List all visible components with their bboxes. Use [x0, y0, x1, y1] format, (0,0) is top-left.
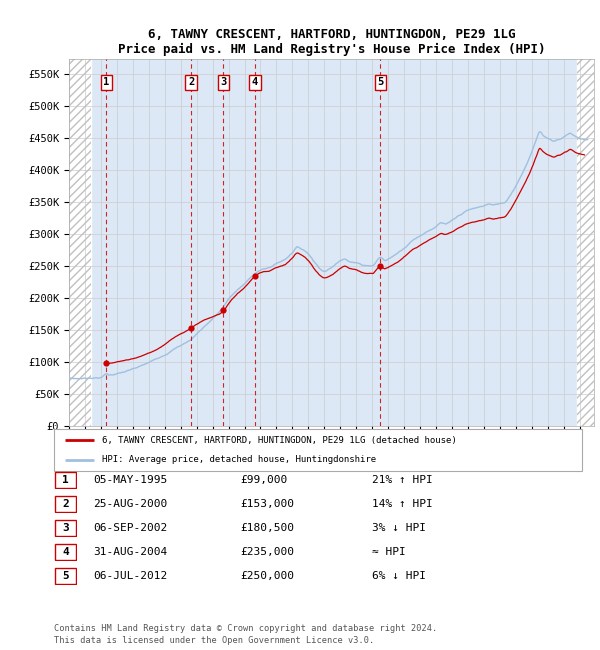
Text: ≈ HPI: ≈ HPI — [372, 547, 406, 557]
Bar — [577, 58, 594, 426]
Title: 6, TAWNY CRESCENT, HARTFORD, HUNTINGDON, PE29 1LG
Price paid vs. HM Land Registr: 6, TAWNY CRESCENT, HARTFORD, HUNTINGDON,… — [118, 28, 545, 56]
FancyBboxPatch shape — [55, 471, 76, 488]
Text: 14% ↑ HPI: 14% ↑ HPI — [372, 499, 433, 509]
FancyBboxPatch shape — [55, 543, 76, 560]
Text: HPI: Average price, detached house, Huntingdonshire: HPI: Average price, detached house, Hunt… — [101, 456, 376, 464]
Text: 2: 2 — [188, 77, 194, 87]
Text: £99,000: £99,000 — [240, 474, 287, 485]
FancyBboxPatch shape — [55, 567, 76, 584]
Text: 05-MAY-1995: 05-MAY-1995 — [93, 474, 167, 485]
Text: 5: 5 — [62, 571, 69, 581]
Text: 4: 4 — [62, 547, 69, 557]
Text: 3: 3 — [220, 77, 227, 87]
Text: 06-SEP-2002: 06-SEP-2002 — [93, 523, 167, 533]
FancyBboxPatch shape — [55, 495, 76, 512]
Text: 06-JUL-2012: 06-JUL-2012 — [93, 571, 167, 581]
Text: 4: 4 — [252, 77, 258, 87]
Text: £153,000: £153,000 — [240, 499, 294, 509]
Text: 3% ↓ HPI: 3% ↓ HPI — [372, 523, 426, 533]
Text: 1: 1 — [62, 474, 69, 485]
Bar — [577, 58, 594, 426]
Text: 25-AUG-2000: 25-AUG-2000 — [93, 499, 167, 509]
Text: 6% ↓ HPI: 6% ↓ HPI — [372, 571, 426, 581]
Text: £180,500: £180,500 — [240, 523, 294, 533]
Text: £235,000: £235,000 — [240, 547, 294, 557]
FancyBboxPatch shape — [55, 519, 76, 536]
Text: £250,000: £250,000 — [240, 571, 294, 581]
Text: 5: 5 — [377, 77, 383, 87]
Text: 1: 1 — [103, 77, 110, 87]
Text: 6, TAWNY CRESCENT, HARTFORD, HUNTINGDON, PE29 1LG (detached house): 6, TAWNY CRESCENT, HARTFORD, HUNTINGDON,… — [101, 436, 456, 445]
Text: 31-AUG-2004: 31-AUG-2004 — [93, 547, 167, 557]
Text: Contains HM Land Registry data © Crown copyright and database right 2024.
This d: Contains HM Land Registry data © Crown c… — [54, 624, 437, 645]
Text: 2: 2 — [62, 499, 69, 509]
Bar — [69, 58, 91, 426]
FancyBboxPatch shape — [54, 429, 582, 471]
Bar — [69, 58, 91, 426]
Text: 3: 3 — [62, 523, 69, 533]
Text: 21% ↑ HPI: 21% ↑ HPI — [372, 474, 433, 485]
